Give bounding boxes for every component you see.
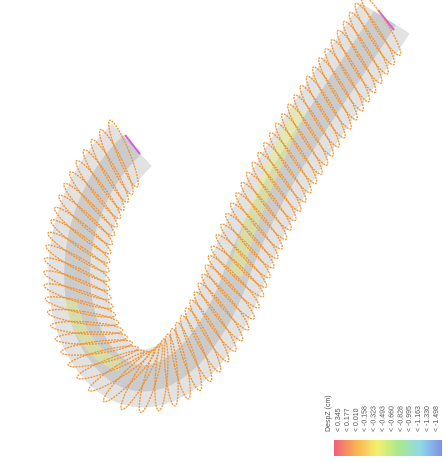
legend-label: < -0.158 bbox=[362, 406, 369, 432]
legend-title: DespZ (cm) bbox=[325, 395, 332, 432]
legend-bar bbox=[334, 440, 442, 456]
legend-label: < 0.010 bbox=[353, 408, 360, 432]
legend-label: < -1.330 bbox=[424, 406, 431, 432]
legend: DespZ (cm) < 0.345< 0.177< 0.010< -0.158… bbox=[325, 395, 442, 456]
legend-label: < 0.345 bbox=[335, 408, 342, 432]
legend-label: < -0.493 bbox=[380, 406, 387, 432]
legend-label: < 0.177 bbox=[344, 408, 351, 432]
page: DespZ (cm) < 0.345< 0.177< 0.010< -0.158… bbox=[0, 0, 446, 463]
legend-label: < -1.163 bbox=[415, 406, 422, 432]
legend-label: < -0.323 bbox=[371, 406, 378, 432]
legend-label: < -0.660 bbox=[388, 406, 395, 432]
legend-label: < -0.995 bbox=[406, 406, 413, 432]
legend-label: < -1.498 bbox=[433, 406, 440, 432]
legend-label: < -0.828 bbox=[397, 406, 404, 432]
model-view: DespZ (cm) < 0.345< 0.177< 0.010< -0.158… bbox=[0, 0, 446, 463]
